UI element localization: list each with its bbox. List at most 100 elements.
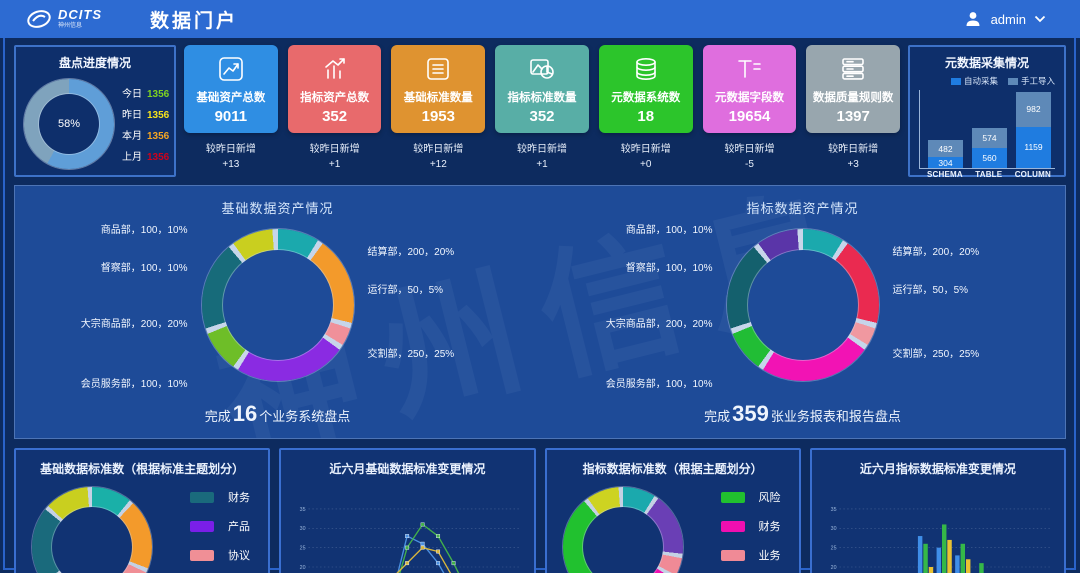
line-chart: 5101520253035 [293, 487, 521, 573]
donut-segment-label: 督察部，100，10% [625, 263, 713, 274]
chevron-down-icon [1034, 15, 1046, 23]
kpi-card-wrap: 元数据系统数 18 较昨日新增 +0 [598, 45, 693, 177]
legend-item: 产品 [190, 518, 256, 534]
kpi-delta: 较昨日新增 +12 [413, 144, 464, 170]
donut-segment-label: 结算部，200，20% [367, 247, 455, 258]
kpi-card-wrap: 指标资产总数 352 较昨日新增 +1 [287, 45, 382, 177]
legend-item: 今日 1356 [122, 89, 170, 100]
bar-category-label: COLUMN [1014, 170, 1051, 179]
metric-standards-panel: 指标数据标准数（根据主题划分） 风险 财务 业务 运行 信息 [544, 448, 801, 573]
svg-text:35: 35 [830, 507, 836, 513]
donut-segment-label: 结算部，200，20% [892, 247, 980, 258]
kpi-card-metric-standards[interactable]: 指标标准数量 352 [495, 45, 589, 133]
kpi-label: 指标资产总数 [300, 91, 370, 104]
basic-asset-donut [201, 229, 354, 381]
metric-standards-donut [562, 487, 683, 573]
kpi-delta: 较昨日新增 +1 [517, 144, 568, 170]
stack-segment: 574 [972, 127, 1007, 149]
kpi-card-metadata-systems[interactable]: 元数据系统数 18 [598, 45, 693, 133]
legend-swatch [720, 549, 745, 561]
user-menu[interactable]: admin [963, 9, 1046, 29]
legend-swatch [720, 491, 745, 503]
kpi-value: 19654 [728, 107, 771, 125]
stacked-bar: 982 1159 [1016, 92, 1051, 168]
kpi-delta-value: +0 [640, 159, 652, 170]
kpi-delta-value: +1 [328, 159, 341, 170]
donut-segment-label: 运行部，50，5% [892, 285, 969, 296]
metric-standards-trend-panel: 近六月指标数据标准变更情况 5101520253035 [809, 448, 1066, 573]
progress-legend: 今日 1356 昨日 1356 本月 1356 上月 1356 [122, 79, 169, 169]
legend-value: 1356 [147, 131, 170, 142]
kpi-label: 指标标准数量 [507, 91, 577, 104]
chart-summary: 完成359 张业务报表和报告盘点 [704, 401, 901, 426]
donut-segment-label: 商品部，100，10% [100, 225, 188, 236]
chart-legend: 财务 产品 协议 资产 员工 [152, 489, 256, 573]
legend-value: 1356 [147, 89, 170, 100]
metadata-collection-panel: 元数据采集情况 自动采集 手工导入 482 304 574 560 982 1159 SC… [908, 45, 1066, 179]
basic-asset-chart-block: 基础数据资产情况 商品部，100，10% 结算部，200，20% 运行部，50，5%… [15, 186, 540, 438]
kpi-value: 1953 [421, 107, 455, 125]
kpi-card-wrap: 元数据字段数 19654 较昨日新增 -5 [702, 45, 797, 177]
server-stack-icon [839, 54, 867, 84]
kpi-delta-value: +13 [222, 159, 240, 170]
panel-title: 指标数据标准数（根据主题划分） [582, 462, 763, 476]
legend-item: 业务 [720, 547, 787, 563]
kpi-card-basic-standards[interactable]: 基础标准数量 1953 [391, 45, 486, 133]
asset-overview-panel: 神州信息 基础数据资产情况 商品部，100，10% 结算部，200，20% 运行部，… [14, 185, 1066, 439]
svg-text:20: 20 [830, 565, 836, 571]
panel-title: 近六月基础数据标准变更情况 [329, 462, 486, 476]
donut-segment-label: 商品部，100，10% [625, 225, 713, 236]
progress-panel: 盘点进度情况 58% 今日 1356 昨日 1356 本月 1356 上月 1356 [14, 45, 176, 177]
kpi-card-metric-assets[interactable]: 指标资产总数 352 [287, 45, 382, 133]
legend-swatch [190, 491, 214, 503]
stack-segment: 304 [928, 157, 963, 168]
stacked-bar: 574 560 [972, 127, 1007, 168]
kpi-label: 基础资产总数 [196, 91, 266, 104]
kpi-card-quality-rules[interactable]: 数据质量规则数 1397 [806, 45, 901, 133]
kpi-label: 数据质量规则数 [812, 91, 894, 104]
legend-swatch [950, 78, 961, 86]
chart-title: 基础数据资产情况 [221, 201, 334, 216]
progress-donut-chart: 58% [24, 79, 114, 169]
kpi-delta-value: +3 [847, 159, 859, 170]
kpi-card-basic-assets[interactable]: 基础资产总数 9011 [184, 45, 278, 133]
kpi-delta-value: -5 [745, 159, 754, 170]
logo-swirl-icon [27, 10, 51, 28]
legend-item: 昨日 1356 [122, 110, 170, 121]
legend-swatch [190, 520, 214, 532]
kpi-label: 元数据系统数 [611, 91, 681, 104]
panel-title: 近六月指标数据标准变更情况 [859, 462, 1016, 476]
basic-standards-trend-panel: 近六月基础数据标准变更情况 5101520253035 [279, 448, 536, 573]
header: DCITS 神州信息 数据门户 admin [0, 0, 1080, 38]
image-pie-icon [528, 54, 556, 84]
kpi-delta: 较昨日新增 +3 [828, 144, 879, 170]
legend-item: 手工导入 [1007, 75, 1055, 87]
legend-swatch [720, 520, 745, 532]
dashboard-body: 盘点进度情况 58% 今日 1356 昨日 1356 本月 1356 上月 1356 [0, 38, 1080, 573]
donut-chart: 商品部，100，10% 结算部，200，20% 运行部，50，5% 交割部，250，2… [540, 221, 1065, 401]
donut-chart: 商品部，100，10% 结算部，200，20% 运行部，50，5% 交割部，250，2… [15, 221, 540, 401]
kpi-delta: 较昨日新增 +13 [205, 144, 256, 170]
metadata-legend: 自动采集 手工导入 [919, 75, 1055, 87]
kpi-delta: 较昨日新增 +1 [309, 144, 360, 170]
donut-segment-label: 交割部，250，25% [367, 349, 455, 360]
user-avatar-icon [966, 12, 980, 26]
kpi-label: 元数据字段数 [714, 91, 784, 104]
bottom-row: 基础数据标准数（根据标准主题划分） 财务 产品 协议 资产 员工 近六月基础数据… [14, 448, 1066, 573]
kpi-card-metadata-fields[interactable]: 元数据字段数 19654 [702, 45, 797, 133]
svg-text:35: 35 [300, 507, 306, 513]
metric-asset-chart-block: 指标数据资产情况 商品部，100，10% 结算部，200，20% 运行部，50，5%… [540, 186, 1065, 438]
bar-chart-arrow-icon [321, 54, 349, 84]
chart-legend: 风险 财务 业务 运行 信息 [683, 489, 787, 573]
stack-segment: 1159 [1016, 126, 1051, 168]
list-icon [424, 54, 452, 84]
donut-segment-label: 大宗商品部，200，20% [80, 319, 188, 330]
legend-item: 财务 [190, 489, 256, 505]
donut-segment-label: 会员服务部，100，10% [605, 379, 713, 390]
legend-item: 协议 [190, 547, 256, 563]
svg-text:30: 30 [300, 526, 306, 532]
kpi-card-wrap: 指标标准数量 352 较昨日新增 +1 [495, 45, 589, 177]
app-logo[interactable]: DCITS 神州信息 [26, 8, 102, 30]
logo-subtext: 神州信息 [58, 23, 83, 29]
